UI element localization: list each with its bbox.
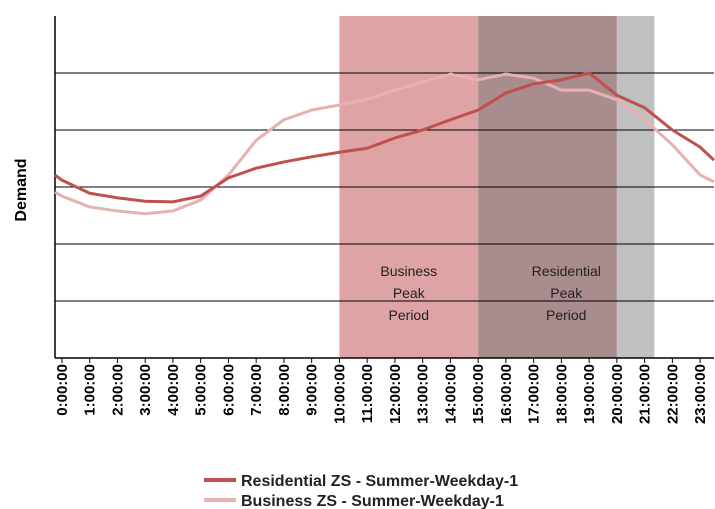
band-label: Period [546,307,586,323]
series-line [54,71,715,204]
band-label: Peak [393,285,426,301]
x-tick-label: 8:00:00 [276,364,293,416]
x-tick-label: 23:00:00 [692,364,709,424]
x-tick-label: 9:00:00 [304,364,321,416]
x-tick-label: 12:00:00 [387,364,404,424]
x-tick-label: 10:00:00 [331,364,348,424]
band-label: Period [389,307,429,323]
x-tick-label: 16:00:00 [498,364,515,424]
x-tick-label: 5:00:00 [193,364,210,416]
x-tick-label: 14:00:00 [442,364,459,424]
x-tick-label: 7:00:00 [248,364,265,416]
x-tick-label: 11:00:00 [359,364,376,423]
x-tick-label: 15:00:00 [470,364,487,424]
x-tick-label: 2:00:00 [109,364,126,416]
x-tick-label: 17:00:00 [526,364,543,424]
series-line [54,72,715,216]
x-tick-label: 21:00:00 [637,364,654,424]
band-label: Residential [532,263,601,279]
x-tick-label: 19:00:00 [581,364,598,424]
band-label: Business [380,263,437,279]
x-tick-label: 6:00:00 [220,364,237,416]
x-tick-label: 22:00:00 [664,364,681,424]
x-tick-label: 13:00:00 [415,364,432,424]
x-tick-label: 20:00:00 [609,364,626,424]
x-tick-label: 1:00:00 [82,364,99,416]
band-label: Peak [550,285,583,301]
x-tick-label: 4:00:00 [165,364,182,416]
y-axis-label: Demand [13,158,30,221]
x-tick-label: 3:00:00 [137,364,154,416]
legend-label: Residential ZS - Summer-Weekday-1 [241,473,518,490]
x-tick-label: 0:00:00 [54,364,71,416]
legend-label: Business ZS - Summer-Weekday-1 [241,493,504,509]
x-tick-label: 18:00:00 [553,364,570,424]
